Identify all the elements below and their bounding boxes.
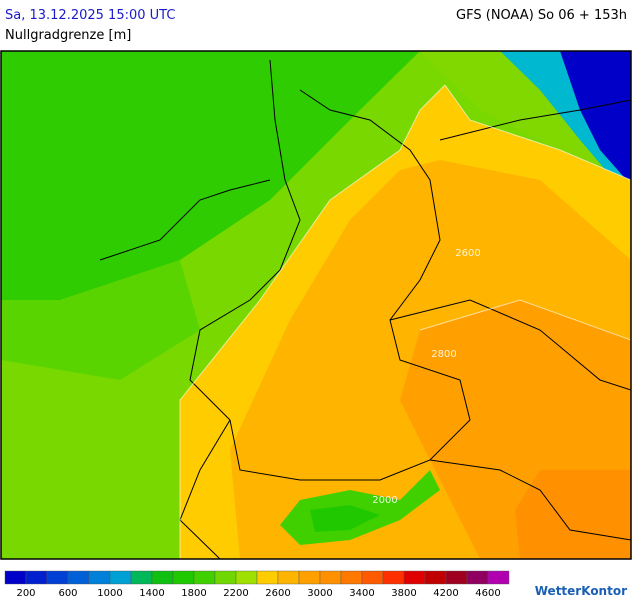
legend-swatch	[25, 570, 48, 585]
legend-tick-label: 1400	[139, 588, 164, 599]
legend-swatch	[487, 570, 510, 585]
border	[439, 99, 631, 141]
legend-swatch	[361, 570, 384, 585]
legend-swatch	[67, 570, 90, 585]
legend-tick-label: 4200	[433, 588, 458, 599]
legend-swatch	[382, 570, 405, 585]
legend-swatch	[214, 570, 237, 585]
legend-swatch	[4, 570, 27, 585]
legend-tick-label: 1000	[97, 588, 122, 599]
legend-swatch	[256, 570, 279, 585]
legend-tick-label: 2600	[265, 588, 290, 599]
legend-swatch	[109, 570, 132, 585]
border	[389, 299, 631, 391]
legend-swatch	[340, 570, 363, 585]
isoline	[179, 84, 446, 559]
contour-label: 2000	[372, 495, 397, 506]
legend-swatch	[151, 570, 174, 585]
border	[179, 419, 231, 559]
field	[1, 260, 200, 380]
title: Sa, 13.12.2025 15:00 UTC	[5, 8, 175, 23]
border	[429, 459, 631, 541]
isoline	[444, 84, 631, 181]
field	[515, 470, 631, 559]
legend-swatch	[235, 570, 258, 585]
legend-swatch	[319, 570, 342, 585]
legend-tick-label: 3800	[391, 588, 416, 599]
isolines	[179, 84, 631, 559]
map-field	[1, 51, 631, 559]
legend-tick-label: 1800	[181, 588, 206, 599]
field	[560, 51, 631, 185]
border	[189, 59, 471, 481]
legend-swatch	[445, 570, 468, 585]
subtitle: Nullgradgrenze [m]	[5, 28, 131, 43]
field	[1, 51, 420, 300]
contour-label: 2800	[431, 349, 456, 360]
legend-swatch	[298, 570, 321, 585]
brand: WetterKontor	[535, 584, 627, 598]
isoline	[419, 299, 631, 341]
model-run: GFS (NOAA) So 06 + 153h	[456, 8, 627, 23]
legend-tick-label: 3000	[307, 588, 332, 599]
legend-swatch	[46, 570, 69, 585]
legend-tick-label: 200	[16, 588, 35, 599]
legend-tick-label: 2200	[223, 588, 248, 599]
legend-swatch	[424, 570, 447, 585]
legend-swatch	[403, 570, 426, 585]
legend-swatch	[277, 570, 300, 585]
field	[310, 505, 380, 532]
legend-swatch	[88, 570, 111, 585]
legend-swatch	[130, 570, 153, 585]
contour-label: 2600	[455, 248, 480, 259]
legend-swatch	[466, 570, 489, 585]
legend-tick-label: 3400	[349, 588, 374, 599]
border	[99, 179, 271, 261]
map-frame	[0, 50, 632, 560]
color-legend: 200 600 1000 1400 1800 2200 2600 3000 3400 3800 42…	[4, 570, 510, 599]
borders	[99, 59, 631, 559]
legend-tick-label: 600	[58, 588, 77, 599]
legend-swatch	[172, 570, 195, 585]
legend-swatch	[193, 570, 216, 585]
legend-tick-label: 4600	[475, 588, 500, 599]
